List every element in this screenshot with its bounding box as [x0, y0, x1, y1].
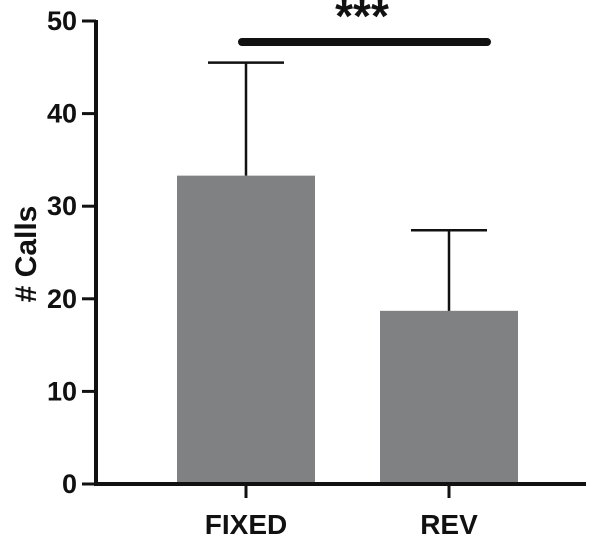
significance-label: ***	[335, 0, 389, 42]
x-label-rev: REV	[420, 509, 478, 537]
bar-rev	[380, 310, 518, 484]
x-label-fixed: FIXED	[205, 509, 287, 537]
y-tick-label-0: 0	[62, 469, 77, 499]
bars-layer	[177, 175, 518, 484]
y-tick-label-10: 10	[47, 376, 77, 406]
y-tick-label-30: 30	[47, 191, 77, 221]
bar-fixed	[177, 175, 315, 484]
y-ticks-layer: 0 10 20 30 40 50	[47, 6, 96, 499]
y-tick-label-20: 20	[47, 284, 77, 314]
error-bars-layer	[208, 61, 487, 311]
x-labels-layer: FIXED REV	[205, 484, 478, 537]
y-tick-label-40: 40	[47, 99, 77, 129]
y-tick-label-50: 50	[47, 6, 77, 36]
y-axis-title: # Calls	[10, 206, 43, 303]
